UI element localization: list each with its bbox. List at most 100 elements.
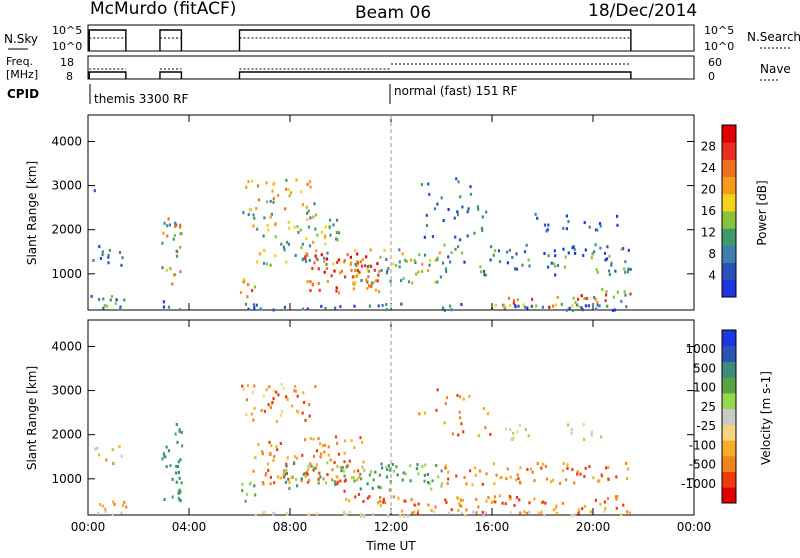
echo-cell (466, 210, 469, 214)
echo-cell (111, 513, 114, 517)
echo-cell (398, 248, 401, 252)
echo-cell (395, 264, 398, 268)
echo-cell (323, 236, 327, 240)
echo-cell (620, 299, 623, 303)
echo-cell (373, 268, 376, 272)
echo-cell (335, 286, 338, 290)
echo-cell (447, 208, 450, 211)
colorbar-tick-label: 500 (693, 361, 716, 375)
echo-cell (322, 477, 325, 481)
echo-cell (292, 461, 296, 465)
echo-cell (245, 413, 248, 417)
echo-cell (354, 249, 357, 252)
echo-cell (306, 307, 309, 311)
echo-cell (582, 254, 585, 257)
echo-cell (626, 467, 629, 471)
echo-cell (354, 495, 357, 499)
echo-cell (253, 406, 256, 410)
echo-cell (386, 468, 389, 471)
echo-cell (603, 251, 607, 255)
echo-cell (301, 411, 304, 415)
echo-cell (607, 269, 611, 273)
echo-cell (285, 260, 288, 264)
echo-cell (434, 280, 437, 284)
echo-cell (314, 254, 317, 258)
nsky-trace (159, 29, 183, 51)
echo-cell (279, 476, 282, 480)
echo-cell (519, 481, 522, 485)
echo-cell (343, 489, 346, 493)
nsearch-tick-top: 10^5 (704, 24, 734, 37)
echo-cell (516, 473, 519, 477)
echo-cell (258, 252, 262, 256)
echo-cell (401, 252, 404, 256)
echo-cell (280, 410, 283, 414)
echo-cell (109, 298, 112, 302)
echo-cell (365, 255, 368, 259)
echo-cell (352, 287, 355, 291)
power-colorbar-label: Power [dB] (755, 180, 769, 245)
echo-cell (368, 264, 371, 268)
echo-cell (345, 497, 348, 501)
y-tick-label: 4000 (51, 134, 82, 148)
echo-cell (459, 498, 462, 502)
echo-cell (314, 466, 318, 470)
echo-cell (391, 463, 394, 466)
echo-cell (254, 493, 257, 497)
echo-cell (167, 305, 171, 309)
echo-cell (296, 225, 299, 229)
echo-cell (350, 476, 353, 480)
echo-cell (289, 191, 293, 195)
echo-cell (494, 303, 497, 307)
echo-cell (555, 511, 558, 515)
echo-cell (568, 306, 571, 310)
echo-cell (427, 182, 430, 186)
echo-cell (257, 443, 260, 446)
echo-cell (339, 466, 342, 469)
echo-cell (436, 256, 439, 260)
echo-cell (583, 474, 586, 478)
echo-cell (168, 223, 171, 227)
echo-cell (456, 393, 459, 397)
echo-cell (596, 228, 599, 232)
echo-cell (111, 448, 114, 452)
echo-cell (379, 255, 382, 259)
echo-cell (286, 240, 289, 244)
echo-cell (172, 237, 175, 241)
echo-cell (576, 472, 579, 476)
echo-cell (366, 280, 369, 284)
echo-cell (615, 495, 618, 499)
echo-cell (615, 497, 618, 501)
echo-cell (335, 237, 338, 241)
colorbar-swatch (722, 361, 736, 378)
echo-cell (624, 270, 627, 274)
echo-cell (123, 298, 126, 302)
echo-cell (308, 258, 311, 262)
nsky-trace (238, 29, 632, 51)
echo-cell (596, 270, 599, 274)
echo-cell (521, 263, 524, 267)
echo-cell (179, 458, 182, 462)
echo-cell (562, 226, 565, 230)
echo-cell (401, 478, 404, 482)
echo-cell (383, 248, 386, 252)
echo-cell (482, 407, 485, 410)
echo-cell (397, 496, 400, 500)
echo-cell (317, 267, 320, 271)
echo-cell (620, 247, 623, 251)
echo-cell (433, 207, 436, 211)
echo-cell (374, 288, 378, 292)
echo-cell (577, 511, 580, 515)
echo-cell (256, 227, 259, 231)
echo-cell (272, 389, 275, 393)
echo-cell (543, 252, 546, 255)
echo-cell (308, 403, 311, 407)
echo-cell (543, 223, 547, 227)
echo-cell (454, 247, 457, 251)
echo-cell (251, 289, 254, 293)
echo-cell (573, 481, 576, 485)
echo-cell (177, 491, 180, 495)
echo-cell (285, 462, 288, 466)
echo-cell (296, 484, 299, 488)
echo-cell (331, 468, 334, 472)
